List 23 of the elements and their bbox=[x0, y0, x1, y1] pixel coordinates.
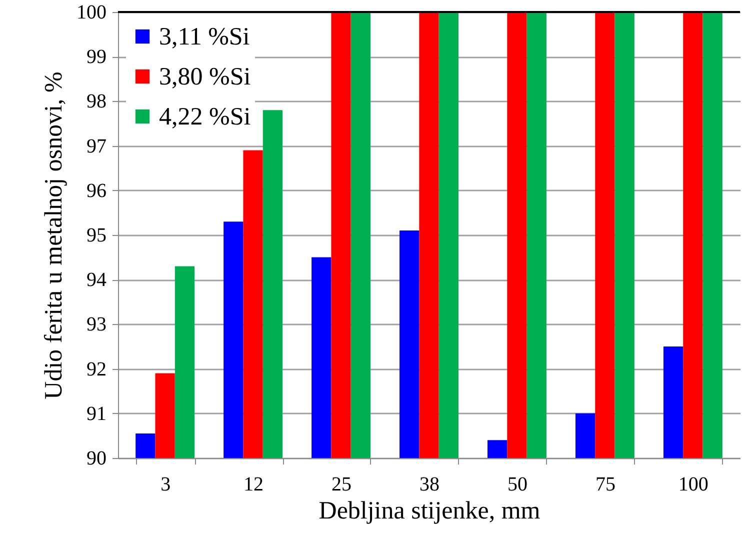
legend-label: 3,11 %Si bbox=[159, 24, 250, 50]
y-tick-label: 93 bbox=[86, 314, 106, 336]
y-tick-label: 98 bbox=[86, 90, 106, 113]
y-tick-label: 99 bbox=[86, 46, 106, 68]
y-tick-label: 96 bbox=[86, 180, 106, 202]
x-tick-label: 100 bbox=[678, 474, 708, 496]
x-tick-label: 50 bbox=[507, 474, 528, 496]
x-axis-title: Debljina stijenke, mm bbox=[318, 498, 541, 524]
y-tick-label: 94 bbox=[86, 269, 106, 292]
y-tick-label: 90 bbox=[86, 448, 106, 470]
legend-label: 3,80 %Si bbox=[159, 64, 251, 90]
y-tick-label: 97 bbox=[86, 135, 106, 158]
x-tick-label: 38 bbox=[420, 474, 440, 496]
x-tick-label: 25 bbox=[332, 474, 352, 496]
x-tick-label: 12 bbox=[244, 474, 264, 496]
y-tick-label: 91 bbox=[86, 402, 106, 425]
x-tick-label: 3 bbox=[160, 474, 171, 496]
y-tick-label: 92 bbox=[86, 358, 106, 380]
y-tick-label: 95 bbox=[86, 224, 106, 246]
legend-label: 4,22 %Si bbox=[159, 104, 251, 130]
x-tick-label: 75 bbox=[595, 474, 616, 496]
y-tick-label: 100 bbox=[76, 2, 106, 24]
y-axis-title: Udio ferita u metalnoj osnovi, % bbox=[40, 72, 68, 400]
